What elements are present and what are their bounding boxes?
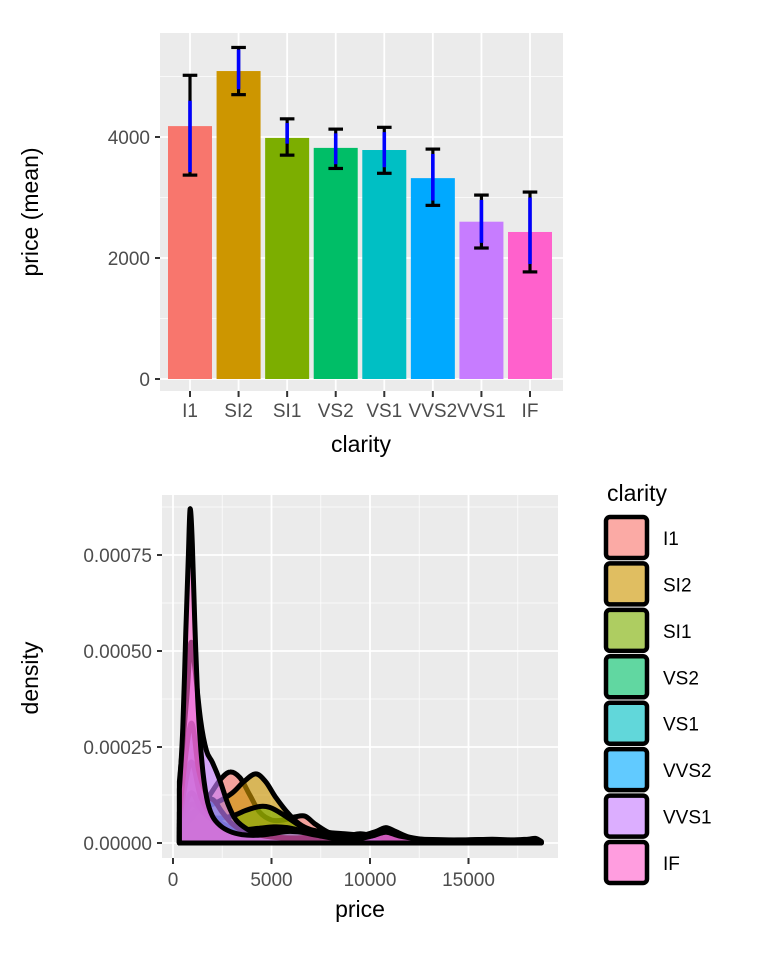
legend-label-I1: I1 [663,529,679,550]
legend-label-VVS1: VVS1 [663,808,712,829]
legend-key-VVS2 [603,746,650,793]
legend-label-VVS2: VVS2 [663,761,712,782]
legend-label-VS2: VS2 [663,668,699,689]
legend-key-I1 [603,514,650,561]
legend-label-IF: IF [663,854,680,875]
legend-key-VS2 [603,654,650,700]
y-tick-label: 0 [139,370,150,391]
y-tick-label: 4000 [108,128,150,149]
legend-label-VS1: VS1 [663,715,699,736]
x-tick-label-SI2: SI2 [224,401,253,422]
x-tick-label-VS2: VS2 [318,401,354,422]
x-tick-label-VVS1: VVS1 [457,401,506,422]
density-curves [176,506,544,846]
legend-label-SI1: SI1 [663,622,692,643]
density-chart-y-axis-title: density [17,641,43,714]
legend-key-SI2 [603,561,650,607]
bar-chart-x-axis-title: clarity [331,431,392,457]
density-IF [176,506,544,846]
bar-SI1 [265,137,310,379]
legend-key-VVS1 [603,793,650,839]
x-tick-label: 10000 [344,870,397,891]
legend-title: clarity [607,480,668,506]
legend: I1 SI2 SI1 VS2 VS1 VVS2 VVS1 IF [603,514,712,886]
x-tick-label: 0 [168,870,179,891]
y-tick-label: 0.00075 [83,546,152,567]
legend-key-SI1 [603,607,650,654]
legend-key-IF [603,839,650,886]
x-tick-label-VS1: VS1 [366,401,402,422]
x-tick-label: 15000 [442,870,495,891]
y-tick-label: 2000 [108,249,150,270]
density-chart: 0.00000 0.00025 0.00050 0.00075 0 5000 10000 15… [83,495,558,891]
legend-key-VS1 [603,700,650,746]
legend-label-SI2: SI2 [663,575,692,596]
x-tick-label-VVS2: VVS2 [409,401,458,422]
x-tick-label-I1: I1 [182,401,198,422]
bar-chart-y-axis-title: price (mean) [17,147,43,276]
x-tick-label-IF: IF [522,401,539,422]
x-tick-label-SI1: SI1 [273,401,302,422]
y-tick-label: 0.00050 [83,642,152,663]
bar-VS1 [362,150,407,379]
bar-VVS2 [410,178,455,379]
bar-VS2 [313,147,358,379]
density-chart-x-axis-title: price [335,896,385,922]
y-tick-label: 0.00025 [83,738,152,759]
bar-chart: 0 2000 4000 I1 SI2 SI1 VS2 VS1 VVS2 VVS1 IF [108,33,563,422]
bar-SI2 [216,71,261,380]
y-tick-label: 0.00000 [83,834,152,855]
x-tick-label: 5000 [250,870,292,891]
